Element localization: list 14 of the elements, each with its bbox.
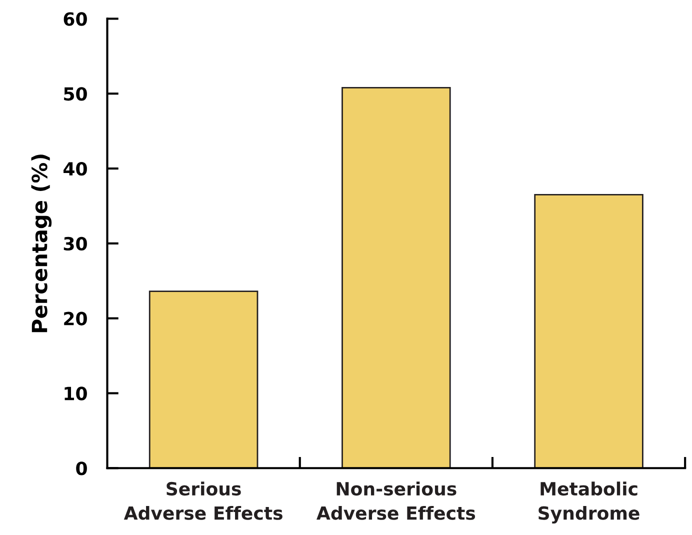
bar bbox=[342, 86, 451, 468]
y-axis-title: Percentage (%) bbox=[31, 154, 52, 332]
y-tick-label: 0 bbox=[76, 462, 87, 476]
y-tick-label: 60 bbox=[64, 12, 87, 26]
y-tick-label: 30 bbox=[64, 236, 87, 251]
y-tick-label: 20 bbox=[64, 312, 87, 326]
x-tick-label: Metabolic Syndrome bbox=[538, 482, 640, 524]
x-tick-label: Serious Adverse Effects bbox=[124, 482, 282, 520]
x-tick-label: Non-serious Adverse Effects bbox=[316, 482, 476, 520]
y-tick-label: 40 bbox=[64, 162, 87, 176]
y-tick-label: 50 bbox=[64, 87, 87, 101]
bar bbox=[148, 290, 258, 468]
y-tick-label: 10 bbox=[64, 386, 87, 400]
bar bbox=[534, 194, 644, 468]
